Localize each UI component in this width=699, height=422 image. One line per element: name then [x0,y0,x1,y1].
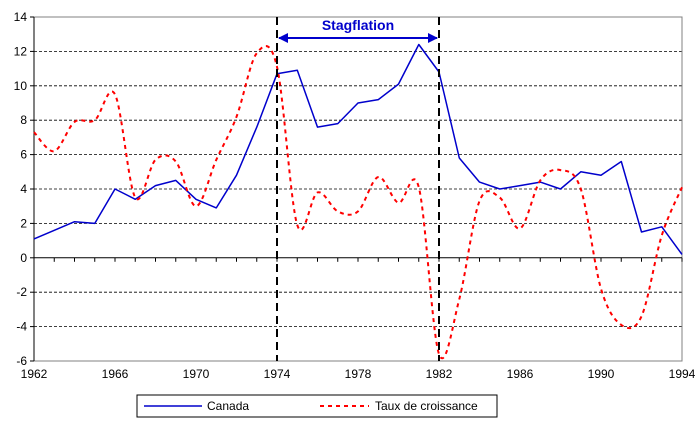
series-lines [33,43,683,360]
y-tick-label: -6 [16,354,27,368]
x-tick-label: 1970 [183,367,210,381]
y-tick-label: -4 [16,320,27,334]
x-tick-label: 1962 [21,367,48,381]
x-tick-label: 1974 [264,367,291,381]
x-tick-label: 1990 [588,367,615,381]
series-line-taux-de-croissance [33,45,683,360]
x-tick-label: 1982 [426,367,453,381]
annotations: Stagflation [276,17,440,361]
y-tick-label: 14 [14,10,28,24]
y-tick-label: 10 [14,79,28,93]
legend: Canada Taux de croissance [136,394,498,418]
legend-label-canada: Canada [207,399,249,413]
y-tick-label: 4 [20,182,27,196]
legend-box [136,394,498,418]
x-tick-label: 1986 [507,367,534,381]
series-line-canada [33,43,683,255]
y-tick-label: 6 [20,148,27,162]
x-tick-label: 1994 [669,367,696,381]
legend-label-taux-de-croissance: Taux de croissance [375,399,478,413]
grid-lines [34,51,682,328]
y-tick-label: 2 [20,216,27,230]
y-tick-label: 12 [14,44,28,58]
y-tick-label: 0 [20,251,27,265]
x-tick-label: 1966 [102,367,129,381]
y-tick-label: -2 [16,285,27,299]
x-tick-label: 1978 [345,367,372,381]
y-tick-label: 8 [20,113,27,127]
axes: -6 -4 -2 0 2 4 6 8 10 12 14 1962 1966 1970 1974 1978 198… [14,10,696,381]
stagflation-label: Stagflation [322,17,394,33]
